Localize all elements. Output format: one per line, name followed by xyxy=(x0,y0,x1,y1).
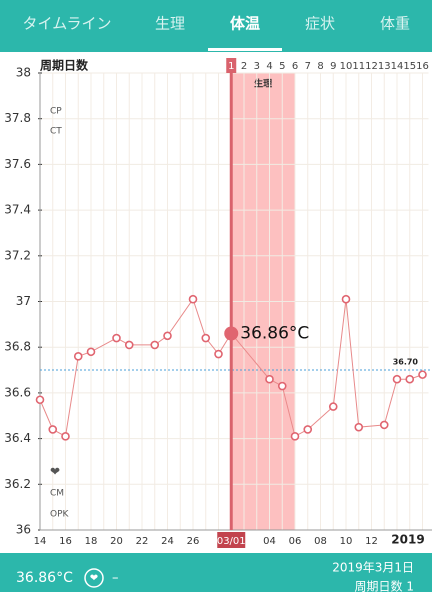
y-tick-label: 36 xyxy=(16,523,31,537)
x-tick-label: 06 xyxy=(289,536,302,547)
cycle-tick-label: 16 xyxy=(416,61,429,72)
x-tick-label: 24 xyxy=(161,536,174,547)
tab[interactable]: タイムライン xyxy=(23,15,112,33)
cycle-tick-label: 14 xyxy=(391,61,404,72)
heart-icon[interactable] xyxy=(84,568,104,588)
tab-bar xyxy=(0,0,432,52)
data-point[interactable] xyxy=(265,374,274,384)
cycle-tick-label: 13 xyxy=(378,61,391,72)
data-point[interactable] xyxy=(379,420,389,430)
data-point[interactable] xyxy=(224,326,239,341)
year-label: 2019 xyxy=(391,533,424,547)
data-point[interactable] xyxy=(418,370,427,379)
data-point[interactable] xyxy=(405,374,415,384)
x-tick-label: 22 xyxy=(136,536,149,547)
x-tick-label: 03/01 xyxy=(217,536,246,547)
data-point[interactable] xyxy=(201,333,211,343)
y-tick-label: 37.4 xyxy=(4,203,31,217)
data-point[interactable] xyxy=(290,432,300,441)
y-tick-label: 37.2 xyxy=(4,248,31,262)
cycle-tick-label: 5 xyxy=(279,61,285,72)
data-point[interactable] xyxy=(163,331,172,341)
cycle-tick-label: 15 xyxy=(403,61,416,72)
tab[interactable]: 体重 xyxy=(380,15,410,33)
data-point[interactable] xyxy=(61,432,70,441)
tab[interactable]: 生理 xyxy=(155,15,185,33)
data-point[interactable] xyxy=(73,352,83,361)
y-tick-label: 36.4 xyxy=(4,431,31,445)
data-point[interactable] xyxy=(35,395,45,405)
data-point[interactable] xyxy=(354,422,364,432)
y-title: 周期日数 xyxy=(40,58,89,73)
tab[interactable]: 体温 xyxy=(230,15,260,33)
cycle-highlight xyxy=(226,58,237,73)
y-tick-label: 37.8 xyxy=(4,111,31,125)
cycle-tick-label: 10 xyxy=(340,61,353,72)
data-point[interactable] xyxy=(392,374,402,384)
y-tick-label: 36.8 xyxy=(4,340,31,354)
x-tick-label: 20 xyxy=(110,536,123,547)
footer-date: 2019年3月1日 xyxy=(332,561,414,575)
y-tick-label: 36.6 xyxy=(4,385,31,399)
footer-bar xyxy=(0,553,432,592)
data-point[interactable] xyxy=(214,349,223,359)
cycle-tick-label: 12 xyxy=(365,61,378,72)
x-highlight xyxy=(217,532,246,548)
cycle-tick-label: 9 xyxy=(330,61,336,72)
data-point[interactable] xyxy=(341,294,351,304)
side-label: CP xyxy=(50,107,62,117)
x-tick-label: 04 xyxy=(263,536,276,547)
data-point[interactable] xyxy=(150,340,160,350)
x-tick-label: 08 xyxy=(314,536,327,547)
side-label: ❤ xyxy=(50,465,60,479)
data-point[interactable] xyxy=(188,294,198,304)
data-point[interactable] xyxy=(303,425,313,434)
x-tick-label: 10 xyxy=(340,536,353,547)
data-point[interactable] xyxy=(277,381,287,391)
footer-dash: – xyxy=(112,571,119,586)
coverline-label: 36.70 xyxy=(393,358,419,367)
footer-cycle: 周期日数 1 xyxy=(355,579,414,593)
period-label: 生理 xyxy=(254,78,272,90)
x-tick-label: 16 xyxy=(59,536,72,547)
side-label: CM xyxy=(50,489,64,499)
heart-glyph: ❤ xyxy=(90,573,98,584)
cycle-tick-label: 7 xyxy=(305,61,311,72)
cycle-tick-label: 1 xyxy=(228,61,234,72)
x-tick-label: 12 xyxy=(365,536,378,547)
x-tick-label: 18 xyxy=(85,536,98,547)
data-point[interactable] xyxy=(48,425,58,434)
data-point[interactable] xyxy=(328,402,338,411)
cycle-tick-label: 4 xyxy=(266,61,272,72)
data-point[interactable] xyxy=(86,347,96,357)
x-tick-label: 14 xyxy=(34,536,47,547)
selected-label: 36.86°C xyxy=(240,323,309,343)
data-point[interactable] xyxy=(124,340,134,350)
y-tick-label: 37.6 xyxy=(4,157,31,171)
tab[interactable]: 症状 xyxy=(305,15,335,33)
cycle-tick-label: 3 xyxy=(254,61,260,72)
y-tick-label: 37 xyxy=(16,294,31,308)
y-tick-label: 36.2 xyxy=(4,477,31,491)
side-label: CT xyxy=(50,127,62,137)
x-tick-label: 26 xyxy=(187,536,200,547)
cycle-tick-label: 8 xyxy=(317,61,323,72)
cycle-tick-label: 6 xyxy=(292,61,298,72)
tab-indicator xyxy=(208,48,282,51)
cycle-tick-label: 2 xyxy=(241,61,247,72)
data-point[interactable] xyxy=(112,333,121,343)
cycle-tick-label: 11 xyxy=(352,61,365,72)
side-label: OPK xyxy=(50,510,70,520)
footer-temp: 36.86°C xyxy=(16,570,73,586)
y-tick-label: 38 xyxy=(16,66,31,80)
